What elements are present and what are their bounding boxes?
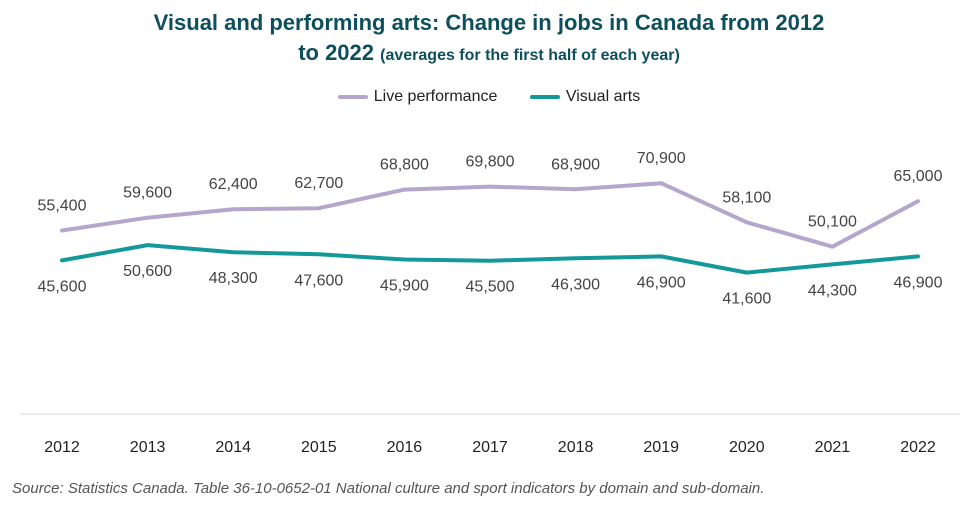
line-chart: 2012 2013 2014 2015 2016 2017 2018 2019 2020 2021… <box>20 150 960 456</box>
chart-title-line2: to 2022 (averages for the first half of … <box>0 38 978 71</box>
data-label-visual-arts-2013: 50,600 <box>123 263 172 280</box>
legend-swatch-live-performance <box>337 95 368 99</box>
data-label-live-performance-2017: 69,800 <box>466 154 515 171</box>
data-label-visual-arts-2015: 47,600 <box>294 272 343 289</box>
x-tick-label-2019: 2019 <box>643 439 679 456</box>
x-tick-label-2022: 2022 <box>900 439 936 456</box>
data-label-live-performance-2020: 58,100 <box>722 189 771 206</box>
x-tick-label-2015: 2015 <box>301 439 337 456</box>
x-tick-label-2014: 2014 <box>215 439 251 456</box>
x-tick-label-2013: 2013 <box>130 439 166 456</box>
data-label-live-performance-2014: 62,400 <box>209 176 258 193</box>
data-label-visual-arts-2016: 45,900 <box>380 277 429 294</box>
data-label-visual-arts-2014: 48,300 <box>209 270 258 287</box>
chart-title-line1: Visual and performing arts: Change in jo… <box>153 10 825 35</box>
chart-title-line2-main: to 2022 <box>298 40 375 65</box>
data-label-visual-arts-2020: 41,600 <box>722 291 771 308</box>
series-line-visual-arts <box>60 243 920 275</box>
x-tick-label-2020: 2020 <box>729 439 765 456</box>
data-label-live-performance-2015: 62,700 <box>294 175 343 192</box>
legend-item-live-performance: Live performance <box>337 88 498 106</box>
x-tick-label-2017: 2017 <box>472 439 508 456</box>
data-label-visual-arts-2012: 45,600 <box>38 278 87 295</box>
source-note: Source: Statistics Canada. Table 36-10-0… <box>12 480 765 497</box>
data-label-visual-arts-2017: 45,500 <box>466 279 515 296</box>
data-label-live-performance-2018: 68,900 <box>551 156 600 173</box>
data-label-visual-arts-2022: 46,900 <box>894 274 943 291</box>
series-line-live-performance <box>60 181 920 249</box>
x-tick-label-2016: 2016 <box>387 439 423 456</box>
data-label-visual-arts-2021: 44,300 <box>808 282 857 299</box>
x-tick-label-2018: 2018 <box>558 439 594 456</box>
chart-title-subtitle: (averages for the first half of each yea… <box>380 47 680 64</box>
legend-label-live-performance: Live performance <box>373 88 498 105</box>
data-label-live-performance-2012: 55,400 <box>38 198 87 215</box>
legend-item-visual-arts: Visual arts <box>529 88 641 106</box>
data-label-live-performance-2013: 59,600 <box>123 185 172 202</box>
data-label-live-performance-2016: 68,800 <box>380 157 429 174</box>
data-label-live-performance-2021: 50,100 <box>808 214 857 231</box>
legend-label-visual-arts: Visual arts <box>565 88 641 105</box>
legend-swatch-visual-arts <box>529 95 560 99</box>
data-label-live-performance-2019: 70,900 <box>637 150 686 167</box>
data-label-visual-arts-2018: 46,300 <box>551 276 600 293</box>
chart-title: Visual and performing arts: Change in jo… <box>0 8 978 71</box>
legend: Live performance Visual arts <box>0 86 978 106</box>
x-tick-label-2021: 2021 <box>815 439 851 456</box>
x-tick-label-2012: 2012 <box>44 439 80 456</box>
data-label-live-performance-2022: 65,000 <box>894 168 943 185</box>
data-label-visual-arts-2019: 46,900 <box>637 274 686 291</box>
